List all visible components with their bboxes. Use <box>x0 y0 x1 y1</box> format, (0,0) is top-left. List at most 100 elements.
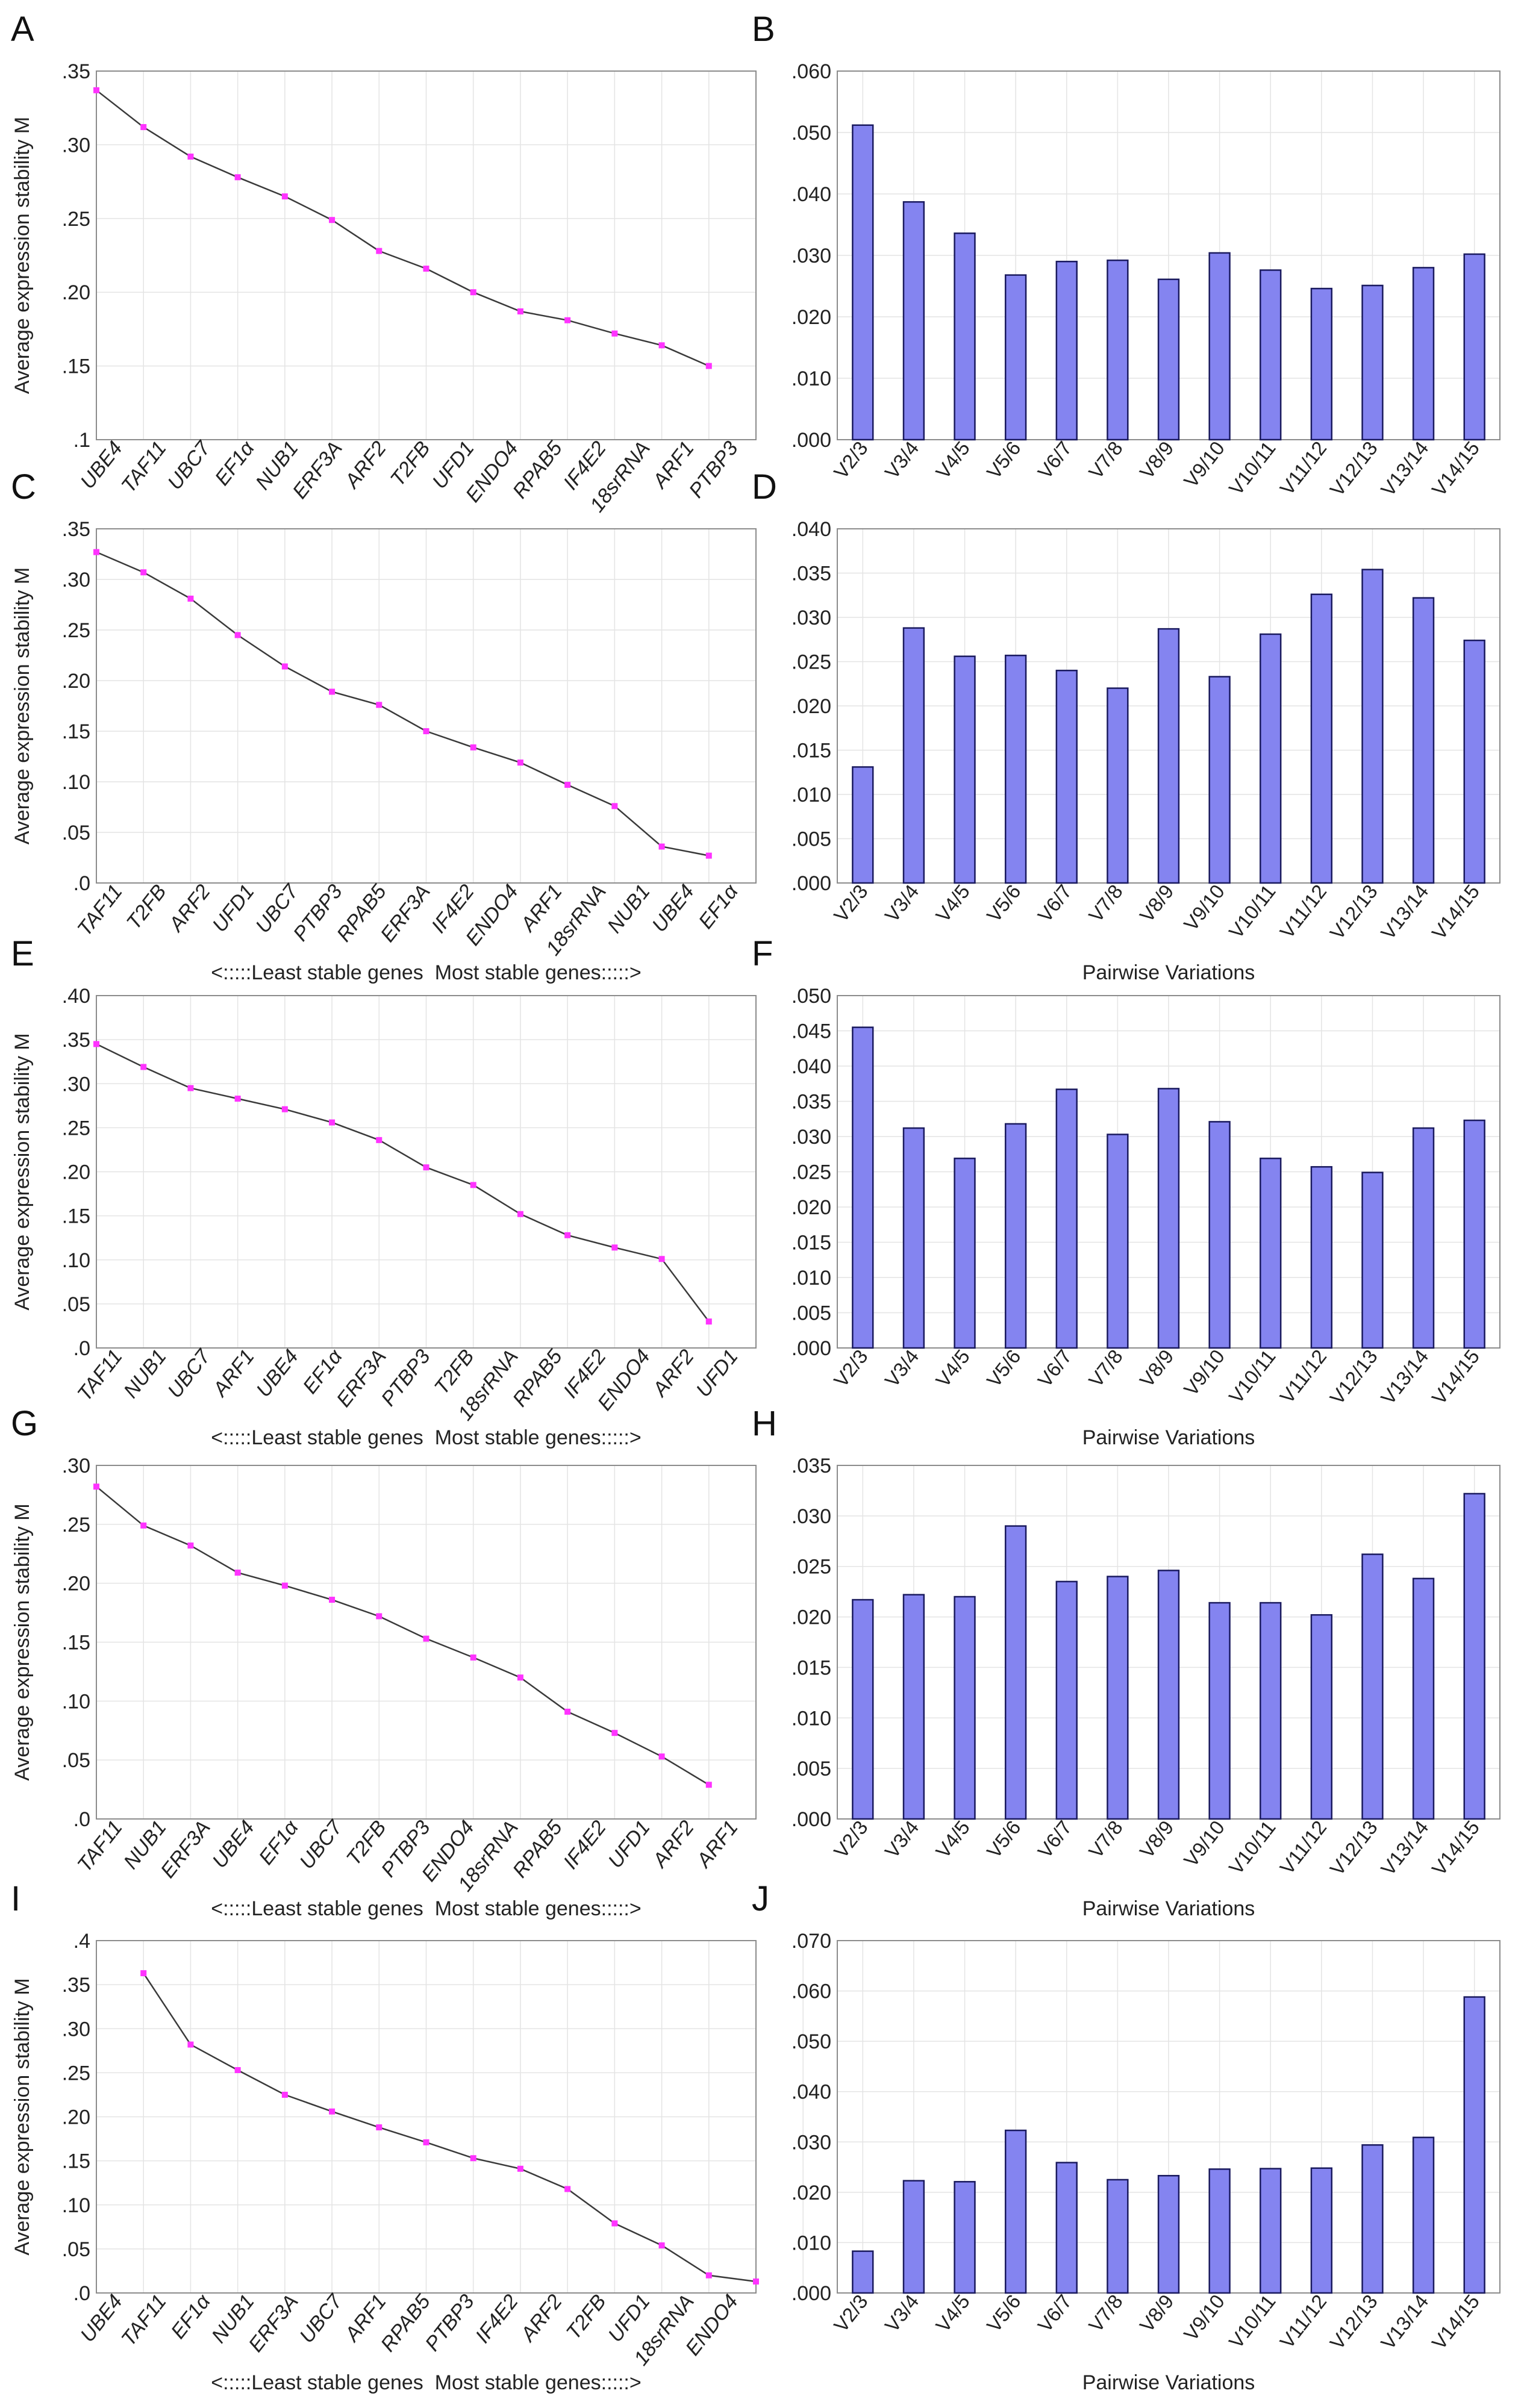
data-point <box>611 803 618 809</box>
bar-V14/15 <box>1463 1996 1485 2294</box>
pairwise-label: V12/13 <box>1325 881 1382 944</box>
data-point <box>658 2242 665 2249</box>
data-point <box>93 1483 99 1490</box>
y-axis-title: Average expression stability M <box>11 117 34 394</box>
y-tick-label: .005 <box>792 1758 831 1780</box>
gene-label: IF4E2 <box>559 1816 611 1873</box>
panel-I: I .0 .05 .10 .15 .20 .25 .30 .35 .4 Average expres… <box>11 1879 804 2394</box>
gene-label: ARF2 <box>648 1345 699 1402</box>
y-tick-label: .020 <box>792 1606 831 1629</box>
y-tick-label: .005 <box>792 1302 831 1325</box>
pairwise-label: V12/13 <box>1325 2291 1382 2354</box>
plot-frame <box>96 1940 757 2294</box>
bar-V9/10 <box>1208 2168 1231 2294</box>
data-point <box>470 2155 476 2162</box>
gene-label: UFD1 <box>692 1346 743 1402</box>
bar-V11/12 <box>1310 287 1333 441</box>
pairwise-label: V14/15 <box>1428 1817 1484 1880</box>
panel-H: H .000 .005 .010 .015 .020 .025 .030 .035 V2/3 V3/… <box>752 1404 1500 1920</box>
pairwise-label: V7/8 <box>1084 881 1127 926</box>
y-tick-label: .15 <box>62 1205 90 1228</box>
y-tick-label: .0 <box>73 2282 90 2305</box>
data-point <box>234 632 241 638</box>
y-tick-label: .025 <box>792 1161 831 1184</box>
pairwise-label: V11/12 <box>1275 1346 1331 1408</box>
stability-line <box>96 551 710 856</box>
data-point <box>93 549 99 555</box>
y-tick-label: .000 <box>792 2282 831 2305</box>
pairwise-label: V9/10 <box>1179 1346 1229 1400</box>
data-point <box>376 248 383 254</box>
x-axis-title: Pairwise Variations <box>1082 1897 1255 1920</box>
bar-V9/10 <box>1208 1602 1231 1820</box>
data-point <box>329 1119 336 1126</box>
pairwise-label: V7/8 <box>1084 437 1127 483</box>
bar-V6/7 <box>1055 1088 1078 1349</box>
bar-V10/11 <box>1260 269 1282 441</box>
y-tick-label: .30 <box>62 1455 90 1477</box>
data-point <box>564 782 571 788</box>
data-point <box>140 1522 147 1529</box>
y-tick-label: .000 <box>792 872 831 895</box>
y-tick-label: .015 <box>792 740 831 763</box>
y-tick-label: .30 <box>62 2018 90 2041</box>
bar-V7/8 <box>1107 1576 1129 1820</box>
y-tick-label: .025 <box>792 1556 831 1579</box>
bar-V3/4 <box>902 1594 925 1820</box>
pairwise-label: V10/11 <box>1225 1346 1280 1408</box>
bar-V2/3 <box>852 124 874 441</box>
data-point <box>187 153 194 160</box>
data-point <box>93 87 99 93</box>
y-tick-label: .020 <box>792 2182 831 2204</box>
y-tick-label: .070 <box>792 1930 831 1953</box>
pairwise-label: V6/7 <box>1033 437 1076 483</box>
plot-frame <box>96 70 757 440</box>
data-point <box>611 1730 618 1736</box>
y-tick-label: .35 <box>62 518 90 541</box>
gene-label: UBC7 <box>163 1345 215 1403</box>
gene-label: PTBP3 <box>685 437 743 502</box>
bar-V8/9 <box>1157 1088 1180 1349</box>
y-tick-label: .035 <box>792 1091 831 1114</box>
gene-label: NUB1 <box>119 1346 171 1403</box>
data-point <box>611 1244 618 1251</box>
pairwise-label: V10/11 <box>1225 2291 1280 2353</box>
gene-label: TAF11 <box>117 437 171 498</box>
y-tick-label: .20 <box>62 670 90 693</box>
data-point <box>423 266 429 272</box>
bar-V9/10 <box>1208 252 1231 441</box>
y-tick-label: .040 <box>792 518 831 541</box>
pairwise-label: V2/3 <box>829 2291 872 2336</box>
bar-V5/6 <box>1004 274 1027 441</box>
bar-V12/13 <box>1361 1553 1384 1820</box>
y-tick-label: .05 <box>62 1293 90 1316</box>
gene-label: ARF1 <box>208 1346 259 1402</box>
y-tick-label: .0 <box>73 1808 90 1831</box>
gene-label: UFD1 <box>604 1817 655 1873</box>
data-point <box>234 174 241 181</box>
data-point <box>658 342 665 349</box>
y-tick-label: .25 <box>62 619 90 642</box>
pairwise-label: V5/6 <box>982 1817 1025 1862</box>
panel-label: A <box>11 10 34 49</box>
data-point <box>140 569 147 576</box>
gene-label: T2FB <box>122 881 171 934</box>
bar-V12/13 <box>1361 569 1384 884</box>
x-axis-title: <:::::Least stable genes Most stable gen… <box>211 961 641 984</box>
data-point <box>140 124 147 131</box>
panel-label: D <box>752 467 777 507</box>
y-tick-label: .30 <box>62 134 90 157</box>
y-tick-label: .0 <box>73 1337 90 1360</box>
data-point <box>517 2165 523 2172</box>
y-tick-label: .000 <box>792 429 831 452</box>
data-point <box>470 744 476 750</box>
pairwise-label: V4/5 <box>931 881 974 926</box>
y-axis-title: Average expression stability M <box>11 1503 34 1780</box>
pairwise-label: V10/11 <box>1225 881 1280 943</box>
pairwise-label: V2/3 <box>829 881 872 926</box>
y-tick-label: .010 <box>792 784 831 806</box>
data-point <box>705 1318 712 1325</box>
bar-V8/9 <box>1157 1570 1180 1820</box>
bar-V7/8 <box>1107 259 1129 441</box>
gene-label: IF4E2 <box>471 2290 523 2347</box>
